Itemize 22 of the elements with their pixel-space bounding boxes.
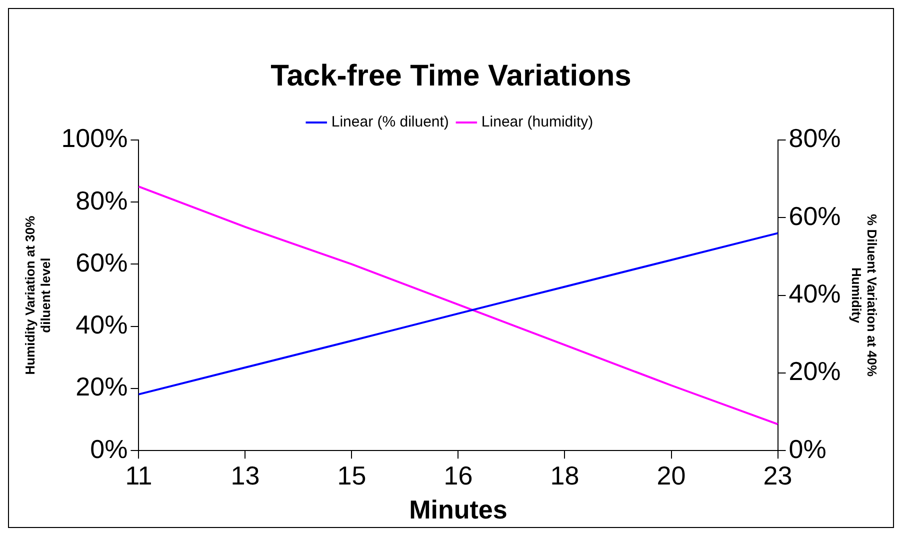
y-tick-label: 80% bbox=[76, 185, 128, 216]
chart-title: Tack-free Time Variations bbox=[270, 59, 632, 92]
y2-tick-label: 80% bbox=[788, 123, 841, 154]
y2-tick-label: 40% bbox=[788, 278, 841, 308]
y2-tick-label: 60% bbox=[788, 200, 841, 231]
y-tick-label: 60% bbox=[76, 247, 128, 278]
x-tick-label: 20 bbox=[656, 460, 686, 490]
x-tick-label: 13 bbox=[230, 460, 260, 490]
y-tick-label: 100% bbox=[61, 123, 128, 154]
y2-tick-label: 20% bbox=[788, 356, 841, 386]
y-axis-title: Humidity Variation at 30% diluent level bbox=[22, 215, 53, 375]
legend-label: Linear (humidity) bbox=[481, 114, 594, 131]
x-axis-title: Minutes bbox=[409, 494, 508, 525]
x-tick-label: 11 bbox=[125, 460, 152, 490]
y-tick-label: 0% bbox=[90, 434, 128, 464]
legend-label: Linear (% diluent) bbox=[331, 114, 449, 131]
y-tick-label: 40% bbox=[76, 310, 128, 340]
y-tick-label: 20% bbox=[76, 372, 128, 402]
y2-axis-title: % Diluent Variation at 40% Humidity bbox=[849, 214, 880, 378]
x-tick-label: 15 bbox=[337, 460, 366, 490]
x-tick-label: 16 bbox=[444, 460, 473, 490]
x-tick-label: 18 bbox=[550, 460, 580, 490]
